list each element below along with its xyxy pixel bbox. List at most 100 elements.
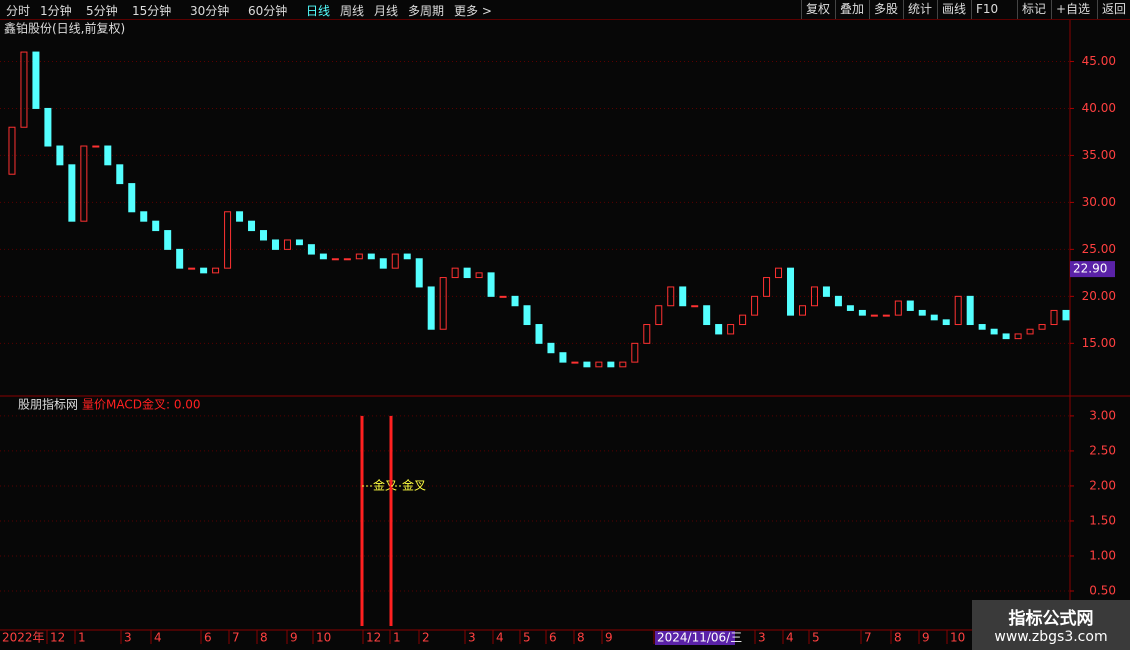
period-tab[interactable]: 1分钟 (40, 4, 72, 18)
toolbar-button[interactable]: 标记 (1017, 0, 1046, 19)
toolbar-button[interactable]: F10 (971, 0, 998, 19)
candle (822, 286, 830, 297)
toolbar: 分时 1分钟 5分钟 15分钟 30分钟 60分钟 日线 周线 月线 多周期 更多 > 返回 +自选 标记… (0, 0, 1130, 20)
time-label: 8 (260, 631, 268, 645)
candle (1014, 333, 1022, 340)
period-tab[interactable]: 多周期 (408, 4, 445, 18)
candle (224, 211, 232, 269)
candle (1026, 328, 1034, 335)
time-label: 8 (577, 631, 585, 645)
candle (751, 295, 759, 316)
candle (20, 51, 28, 128)
period-tab[interactable]: 30分钟 (190, 4, 230, 18)
candle (415, 258, 423, 288)
candle (966, 295, 974, 326)
candle (583, 361, 591, 368)
candle (918, 309, 926, 316)
candle (92, 145, 100, 148)
candle (739, 314, 747, 326)
period-tab[interactable]: 日线 (306, 4, 331, 18)
candle (858, 309, 866, 316)
toolbar-button[interactable]: 画线 (937, 0, 966, 19)
period-tab[interactable]: 分时 (6, 4, 31, 18)
candle (80, 145, 88, 222)
candle (535, 324, 543, 344)
candle (559, 352, 567, 363)
time-label: 5 (523, 631, 531, 645)
candle (307, 244, 315, 255)
candle (954, 295, 962, 326)
candle (475, 272, 483, 279)
candle (870, 314, 878, 317)
time-label: 1 (78, 631, 86, 645)
time-label: 3 (758, 631, 766, 645)
candle (152, 220, 160, 232)
candle (1038, 324, 1046, 330)
y-tick-label: 15.00 (1082, 336, 1116, 350)
candle (331, 258, 339, 261)
candle (607, 361, 615, 368)
time-label: 7 (232, 631, 240, 645)
candle (547, 342, 555, 354)
candle (667, 286, 675, 307)
signal-bar (360, 415, 364, 626)
candle (56, 145, 64, 166)
toolbar-button[interactable]: 复权 (801, 0, 830, 19)
period-tab[interactable]: 更多 > (454, 4, 492, 18)
time-label: 3 (124, 631, 132, 645)
toolbar-button[interactable]: +自选 (1051, 0, 1090, 19)
candle (834, 295, 842, 307)
candle (1062, 309, 1070, 321)
candle (523, 305, 531, 326)
time-label: 3 (468, 631, 476, 645)
candle (355, 253, 363, 260)
time-label: 1 (393, 631, 401, 645)
toolbar-button[interactable]: 统计 (903, 0, 932, 19)
candle (8, 126, 16, 175)
time-label: 9 (605, 631, 613, 645)
candle (427, 286, 435, 330)
y-tick-label: 1.00 (1089, 548, 1116, 562)
candle (810, 286, 818, 307)
period-tab[interactable]: 15分钟 (132, 4, 172, 18)
time-label: 9 (290, 631, 298, 645)
y-tick-label: 2.00 (1089, 478, 1116, 492)
candle (571, 361, 579, 364)
time-label: 8 (894, 631, 902, 645)
candle (32, 51, 40, 109)
candle (439, 277, 447, 330)
indicator-source: 股朋指标网 (18, 397, 78, 412)
period-tab[interactable]: 周线 (340, 4, 365, 18)
chart-title: 鑫铂股份(日线,前复权) (4, 21, 125, 36)
toolbar-button[interactable]: 多股 (869, 0, 898, 19)
candle (619, 361, 627, 368)
y-tick-label: 3.00 (1089, 408, 1116, 422)
candle (343, 258, 351, 261)
candle (631, 342, 639, 363)
candle (511, 295, 519, 307)
candle (787, 267, 795, 316)
y-tick-label: 35.00 (1082, 148, 1116, 162)
candle (798, 305, 806, 316)
time-label: 4 (786, 631, 794, 645)
candle (140, 211, 148, 222)
period-tab[interactable]: 月线 (374, 4, 399, 18)
time-label: 10 (316, 631, 331, 645)
candle (846, 305, 854, 311)
candle (978, 324, 986, 330)
price-label: 22.90 (1073, 262, 1107, 276)
toolbar-button[interactable]: 返回 (1097, 0, 1126, 19)
candle (894, 300, 902, 316)
time-label: 2024/11/06/三 (657, 631, 742, 645)
y-tick-label: 1.50 (1089, 513, 1116, 527)
candle (595, 361, 603, 368)
time-label: 6 (549, 631, 557, 645)
candle (104, 145, 112, 166)
toolbar-button[interactable]: 叠加 (835, 0, 864, 19)
signal-label: 金叉 (373, 477, 397, 492)
period-tab[interactable]: 5分钟 (86, 4, 118, 18)
time-label: 12 (366, 631, 381, 645)
period-tab[interactable]: 60分钟 (248, 4, 288, 18)
candle (403, 253, 411, 260)
candle (906, 300, 914, 311)
